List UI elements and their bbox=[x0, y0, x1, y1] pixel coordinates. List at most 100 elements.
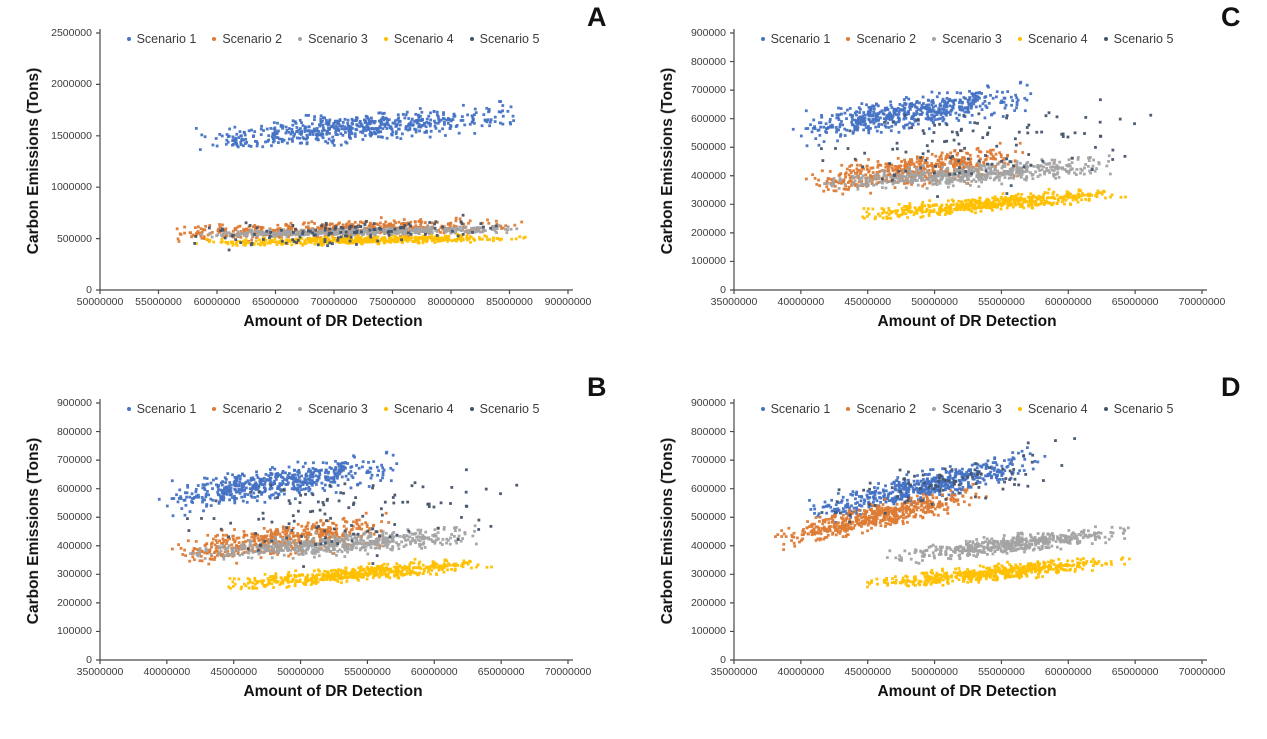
panel-C: Carbon Emissions (Tons) Amount of DR Det… bbox=[634, 0, 1267, 369]
x-tick-label: 40000000 bbox=[777, 666, 825, 678]
legend-marker-icon bbox=[126, 407, 131, 411]
y-tick-label: 900000 bbox=[56, 397, 92, 409]
legend-marker-icon bbox=[383, 37, 388, 41]
y-tick-label: 800000 bbox=[690, 425, 726, 438]
panel-D: Carbon Emissions (Tons) Amount of DR Det… bbox=[634, 370, 1267, 739]
x-axis-title: Amount of DR Detection bbox=[877, 683, 1057, 700]
y-tick-label: 1500000 bbox=[51, 129, 92, 142]
y-tick-label: 200000 bbox=[690, 226, 726, 239]
legend-marker-icon bbox=[212, 407, 217, 411]
legend-label: Scenario 4 bbox=[393, 32, 454, 46]
x-tick-label: 40000000 bbox=[143, 666, 191, 678]
legend-item-scenario-1: Scenario 1 bbox=[126, 32, 197, 46]
legend-item-scenario-2: Scenario 2 bbox=[212, 32, 282, 46]
legend-marker-icon bbox=[1017, 407, 1022, 411]
legend-label: Scenario 4 bbox=[393, 402, 454, 416]
x-tick-label: 55000000 bbox=[135, 296, 182, 308]
x-axis-title: Amount of DR Detection bbox=[243, 683, 423, 700]
y-tick-label: 500000 bbox=[690, 141, 726, 154]
y-tick-label: 700000 bbox=[690, 454, 726, 467]
legend-item-scenario-3: Scenario 3 bbox=[298, 402, 368, 416]
legend-label: Scenario 1 bbox=[136, 32, 197, 46]
x-tick-label: 75000000 bbox=[369, 296, 416, 308]
legend-item-scenario-4: Scenario 4 bbox=[1017, 32, 1088, 46]
x-tick-label: 60000000 bbox=[1044, 666, 1092, 678]
legend: Scenario 1 Scenario 2 Scenario 3 Scenario 4… bbox=[96, 32, 570, 46]
legend-marker-icon bbox=[469, 37, 474, 41]
legend-label: Scenario 2 bbox=[856, 32, 917, 46]
panel-B: Carbon Emissions (Tons) Amount of DR Det… bbox=[0, 370, 633, 739]
x-tick-label: 65000000 bbox=[252, 296, 299, 308]
legend-marker-icon bbox=[760, 37, 765, 41]
y-tick-label: 0 bbox=[86, 284, 92, 296]
y-tick-label: 300000 bbox=[56, 568, 92, 581]
legend: Scenario 1 Scenario 2 Scenario 3 Scenario 4… bbox=[730, 32, 1204, 46]
x-tick-label: 60000000 bbox=[193, 296, 241, 308]
x-tick-label: 55000000 bbox=[344, 666, 391, 678]
legend-label: Scenario 3 bbox=[942, 402, 1002, 416]
x-tick-label: 70000000 bbox=[1178, 666, 1226, 678]
x-tick-label: 35000000 bbox=[710, 666, 758, 678]
x-tick-label: 90000000 bbox=[544, 296, 592, 308]
legend-marker-icon bbox=[212, 37, 217, 41]
legend-label: Scenario 3 bbox=[308, 32, 368, 46]
scatter-canvas-C bbox=[634, 0, 1267, 369]
x-tick-label: 35000000 bbox=[710, 296, 758, 308]
y-tick-label: 400000 bbox=[56, 539, 92, 552]
legend-item-scenario-2: Scenario 2 bbox=[846, 32, 916, 46]
y-tick-label: 100000 bbox=[690, 255, 726, 268]
y-tick-label: 2000000 bbox=[51, 78, 92, 91]
legend-label: Scenario 1 bbox=[136, 402, 197, 416]
legend-item-scenario-5: Scenario 5 bbox=[469, 402, 539, 416]
y-tick-label: 500000 bbox=[56, 232, 92, 245]
legend-label: Scenario 2 bbox=[222, 402, 283, 416]
legend-label: Scenario 4 bbox=[1027, 32, 1088, 46]
x-axis-title: Amount of DR Detection bbox=[877, 313, 1057, 330]
y-tick-label: 500000 bbox=[690, 511, 726, 524]
x-tick-label: 55000000 bbox=[978, 666, 1025, 678]
panel-letter: C bbox=[1221, 2, 1241, 32]
y-tick-label: 900000 bbox=[690, 27, 726, 39]
x-tick-label: 65000000 bbox=[1111, 296, 1159, 308]
scatter-canvas-A bbox=[0, 0, 633, 369]
x-tick-label: 55000000 bbox=[978, 296, 1025, 308]
y-tick-label: 900000 bbox=[690, 397, 726, 409]
x-tick-label: 60000000 bbox=[1044, 296, 1092, 308]
y-tick-label: 100000 bbox=[56, 625, 92, 638]
legend-item-scenario-3: Scenario 3 bbox=[932, 32, 1002, 46]
legend-item-scenario-5: Scenario 5 bbox=[1103, 402, 1173, 416]
y-tick-label: 0 bbox=[86, 654, 92, 666]
legend-label: Scenario 4 bbox=[1027, 402, 1088, 416]
legend: Scenario 1 Scenario 2 Scenario 3 Scenario 4… bbox=[730, 402, 1204, 416]
legend-item-scenario-2: Scenario 2 bbox=[212, 402, 282, 416]
legend-marker-icon bbox=[846, 407, 851, 411]
legend-item-scenario-4: Scenario 4 bbox=[383, 402, 454, 416]
y-tick-label: 600000 bbox=[690, 112, 726, 125]
legend-item-scenario-2: Scenario 2 bbox=[846, 402, 916, 416]
y-axis-title: Carbon Emissions (Tons) bbox=[25, 67, 42, 255]
legend-marker-icon bbox=[846, 37, 851, 41]
x-tick-label: 65000000 bbox=[1111, 666, 1159, 678]
legend-label: Scenario 1 bbox=[770, 32, 831, 46]
legend-marker-icon bbox=[932, 37, 937, 41]
x-tick-label: 45000000 bbox=[844, 666, 892, 678]
x-tick-label: 70000000 bbox=[1178, 296, 1226, 308]
y-tick-label: 700000 bbox=[56, 454, 92, 467]
legend-item-scenario-4: Scenario 4 bbox=[383, 32, 454, 46]
y-tick-label: 600000 bbox=[690, 482, 726, 495]
legend-marker-icon bbox=[298, 407, 303, 411]
legend-marker-icon bbox=[469, 407, 474, 411]
y-tick-label: 300000 bbox=[690, 568, 726, 581]
legend-marker-icon bbox=[1017, 37, 1022, 41]
y-tick-label: 700000 bbox=[690, 84, 726, 97]
x-tick-label: 45000000 bbox=[210, 666, 258, 678]
scatter-canvas-D bbox=[634, 370, 1267, 739]
x-tick-label: 60000000 bbox=[410, 666, 458, 678]
x-tick-label: 50000000 bbox=[277, 666, 324, 678]
legend-item-scenario-4: Scenario 4 bbox=[1017, 402, 1088, 416]
y-tick-label: 1000000 bbox=[51, 181, 92, 194]
y-tick-label: 200000 bbox=[56, 596, 92, 609]
legend-label: Scenario 1 bbox=[770, 402, 831, 416]
panel-letter: A bbox=[587, 2, 607, 32]
